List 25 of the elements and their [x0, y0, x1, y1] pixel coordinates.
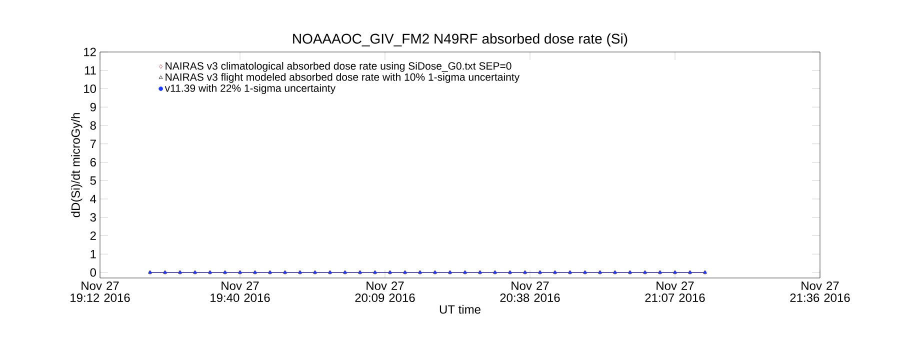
- y-tick-label: 3: [90, 213, 96, 222]
- y-tick-label: 12: [84, 48, 96, 56]
- x-tick-label: Nov 27 20:38 2016: [500, 282, 560, 302]
- y-axis-title: dD(Si)/dt microGy/h: [71, 113, 82, 218]
- y-tick-label: 2: [90, 232, 96, 240]
- y-tick-label: 11: [84, 66, 96, 74]
- y-tick-label: 7: [90, 140, 96, 148]
- chart-title: NOAAAOC_GIV_FM2 N49RF absorbed dose rate (Si): [293, 33, 628, 46]
- y-tick-label: 4: [90, 194, 96, 204]
- x-axis-title: UT time: [440, 304, 480, 314]
- legend-label: v11.39 with 22% 1-sigma uncertainty: [164, 84, 336, 94]
- y-tick-label: 10: [84, 84, 96, 93]
- y-tick-label: 5: [90, 176, 96, 185]
- x-tick-label: Nov 27 21:07 2016: [645, 282, 705, 302]
- legend-label: NAIRAS v3 climatological absorbed dose rate using SiDose_G0.txt SEP=0: [166, 62, 512, 72]
- y-tick-label: 0: [90, 268, 96, 277]
- x-tick-label: Nov 27 21:36 2016: [790, 282, 850, 302]
- x-tick-label: Nov 27 19:40 2016: [210, 282, 270, 302]
- y-tick-label: 6: [90, 158, 96, 166]
- y-tick-label: 9: [90, 102, 96, 112]
- x-tick-label: Nov 27 19:12 2016: [70, 282, 130, 302]
- y-tick-label: 8: [90, 121, 96, 130]
- x-tick-label: Nov 27 20:09 2016: [355, 282, 415, 302]
- y-tick-label: 1: [90, 250, 96, 258]
- legend-label: NAIRAS v3 flight modeled absorbed dose rate with 10% 1-sigma uncertainty: [166, 73, 520, 83]
